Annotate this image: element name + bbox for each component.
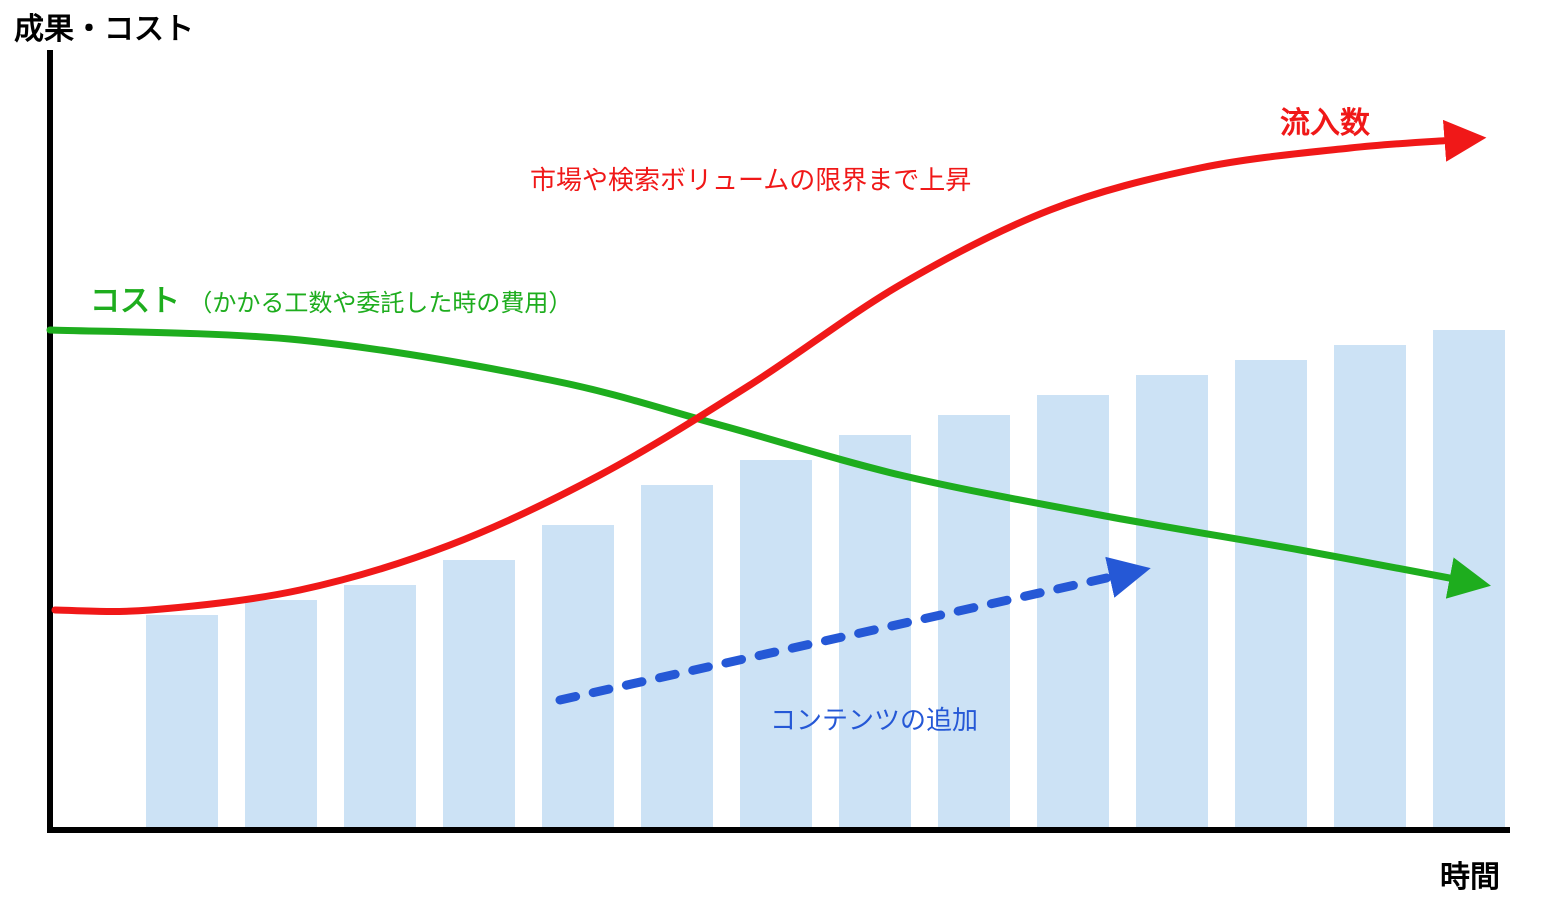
inflow-annotation: 市場や検索ボリュームの限界まで上昇	[530, 160, 971, 197]
chart-container: 成果・コスト 時間 コスト （かかる工数や委託した時の費用） 流入数 市場や検索…	[0, 0, 1564, 916]
bar	[1136, 375, 1208, 830]
bar	[443, 560, 515, 830]
bar	[938, 415, 1010, 830]
bar	[1334, 345, 1406, 830]
bar	[344, 585, 416, 830]
bar	[245, 600, 317, 830]
cost-sublabel-text: （かかる工数や委託した時の費用）	[188, 290, 572, 317]
cost-label-text: コスト	[90, 285, 180, 318]
content-label: コンテンツの追加	[770, 700, 978, 737]
inflow-label: 流入数	[1280, 98, 1370, 142]
bar	[542, 525, 614, 830]
bar	[641, 485, 713, 830]
cost-label: コスト （かかる工数や委託した時の費用）	[90, 276, 572, 320]
y-axis-label: 成果・コスト	[14, 4, 194, 48]
bar	[1037, 395, 1109, 830]
bar	[1235, 360, 1307, 830]
bar	[146, 615, 218, 830]
x-axis-label: 時間	[1440, 852, 1500, 896]
